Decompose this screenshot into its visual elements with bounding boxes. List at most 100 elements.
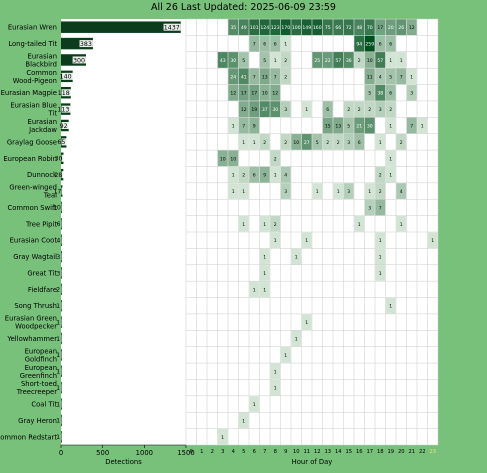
bar-value-label-bg: [61, 187, 72, 195]
heat-cell-label: 10: [230, 156, 236, 162]
heat-cell-dunnock-h5: [238, 166, 249, 183]
bar-fieldfare: [61, 283, 62, 296]
heat-cell-eurasian-blackbird-h12: [312, 52, 323, 68]
heat-cell-eurasian-blackbird-h14: [333, 52, 344, 68]
heat-cell-label: 1: [316, 189, 319, 195]
x-tick-label: 0: [59, 449, 63, 457]
heat-cell-label: 6: [253, 173, 256, 179]
heat-cell-eurasian-blackbird-h17: [364, 52, 375, 68]
heat-cell-graylag-goose-h13: [322, 133, 333, 150]
heat-cell-fieldfare-h6: [249, 281, 260, 298]
heat-cell-common-wood-pigeon-h4: [228, 68, 239, 85]
heat-cell-label: 2: [274, 222, 277, 228]
heat-cell-label: 1: [421, 124, 424, 130]
heat-cell-eurasian-jackdaw-h4: [228, 117, 239, 134]
heat-cell-label: 1: [263, 222, 266, 228]
category-label: Eurasian Coot: [10, 237, 58, 245]
heat-cell-label: 1: [400, 222, 403, 228]
heat-cell-label: 2: [263, 140, 266, 146]
heat-cell-label: 13: [262, 74, 268, 80]
heat-cell-yellowhammer-h10: [291, 330, 302, 347]
bar-yellowhammer: [61, 332, 62, 345]
heat-cell-label: 2: [400, 140, 403, 146]
category-label: Song Thrush: [14, 302, 57, 310]
x-tick-label: 1000: [136, 449, 153, 457]
heat-cell-label: 1: [389, 173, 392, 179]
bar-european-greenfinch: [61, 365, 62, 378]
heat-cell-label: 1: [305, 238, 308, 244]
heat-cell-label: 72: [346, 25, 352, 31]
heat-cell-label: 1: [242, 189, 245, 195]
heat-cell-fieldfare-h7: [259, 281, 270, 298]
heat-cell-eurasian-magpie-h7: [259, 84, 270, 101]
heat-cell-eurasian-blackbird-h7: [259, 52, 270, 68]
heat-cell-label: 149: [302, 25, 311, 31]
heat-cell-label: 1: [263, 287, 266, 293]
heat-cell-eurasian-magpie-h18: [375, 84, 386, 101]
bar-value-label: 3: [56, 254, 60, 261]
heat-cell-eurasian-green-woodpecker-h11: [301, 314, 312, 331]
heat-cell-dunnock-h19: [385, 166, 396, 183]
heat-cell-eurasian-blackbird-h4: [228, 52, 239, 68]
hour-tick-label: 4: [232, 449, 236, 455]
hour-tick-label: 0: [190, 449, 193, 455]
heat-cell-long-tailed-tit-h7: [259, 35, 270, 52]
heat-cell-eurasian-jackdaw-h17: [364, 117, 375, 134]
heat-cell-label: 1: [379, 238, 382, 244]
bar-value-label: 4: [56, 237, 60, 244]
x-axis-label: Detections: [105, 458, 142, 466]
heat-cell-label: 21: [356, 124, 362, 130]
hour-tick-label: 12: [314, 449, 321, 455]
heat-cell-green-winged-teal-h15: [343, 183, 354, 199]
bar-value-label: 1: [56, 385, 60, 392]
heat-cell-eurasian-wren-h13: [322, 19, 333, 36]
heat-cell-label: 3: [284, 189, 287, 195]
heat-cell-common-wood-pigeon-h8: [270, 68, 281, 85]
heat-cell-label: 3: [347, 189, 350, 195]
heat-cell-long-tailed-tit-h19: [385, 35, 396, 52]
hour-tick-label: 8: [274, 449, 277, 455]
heat-cell-eurasian-jackdaw-h14: [333, 117, 344, 134]
heat-cell-label: 13: [335, 124, 341, 130]
heat-cell-label: 7: [400, 74, 403, 80]
heat-cell-dunnock-h7: [259, 166, 270, 183]
heat-cell-label: 101: [250, 25, 259, 31]
heat-cell-label: 2: [242, 173, 245, 179]
bar-value-label: 1: [56, 434, 60, 441]
heat-cell-label: 6: [358, 140, 361, 146]
heat-cell-label: 2: [379, 189, 382, 195]
heat-cell-label: 48: [356, 25, 362, 31]
bar-eurasian-green-woodpecker: [61, 316, 62, 328]
hour-tick-label: 14: [335, 449, 342, 455]
bar-value-label-bg: [61, 285, 68, 293]
heat-cell-gray-wagtail-h7: [259, 248, 270, 265]
bar-european-goldfinch: [61, 349, 62, 361]
heat-cell-song-thrush-h19: [385, 297, 396, 314]
heat-cell-label: 10: [262, 91, 268, 97]
heat-cell-label: 12: [230, 91, 236, 97]
heat-cell-label: 1: [389, 156, 392, 162]
heat-cell-eurasian-magpie-h8: [270, 84, 281, 101]
heat-cell-eurasian-blackbird-h3: [217, 52, 228, 68]
bar-value-label: 10: [53, 205, 61, 212]
bar-value-label: 92: [60, 123, 68, 130]
hour-tick-label: 7: [263, 449, 266, 455]
heat-cell-eurasian-magpie-h5: [238, 84, 249, 101]
heat-cell-common-swift-h17: [364, 199, 375, 216]
heat-cell-green-winged-teal-h5: [238, 183, 249, 199]
bar-value-label-bg: [61, 72, 75, 80]
x-tick-label: 1500: [177, 449, 194, 457]
heat-cell-eurasian-blue-tit-h13: [322, 101, 333, 118]
heat-cell-eurasian-coot-h23: [427, 232, 438, 249]
heat-cell-label: 1: [274, 173, 277, 179]
heat-cell-eurasian-blue-tit-h5: [238, 101, 249, 118]
heat-cell-label: 49: [241, 25, 247, 31]
heat-cell-common-wood-pigeon-h7: [259, 68, 270, 85]
heat-cell-eurasian-jackdaw-h16: [354, 117, 365, 134]
heat-cell-label: 3: [368, 205, 371, 211]
heat-cell-graylag-goose-h9: [280, 133, 291, 150]
hour-tick-label: 11: [303, 449, 310, 455]
bar-value-label: 3: [56, 270, 60, 277]
bar-value-label: 17: [53, 188, 61, 195]
heat-cell-eurasian-blackbird-h16: [354, 52, 365, 68]
